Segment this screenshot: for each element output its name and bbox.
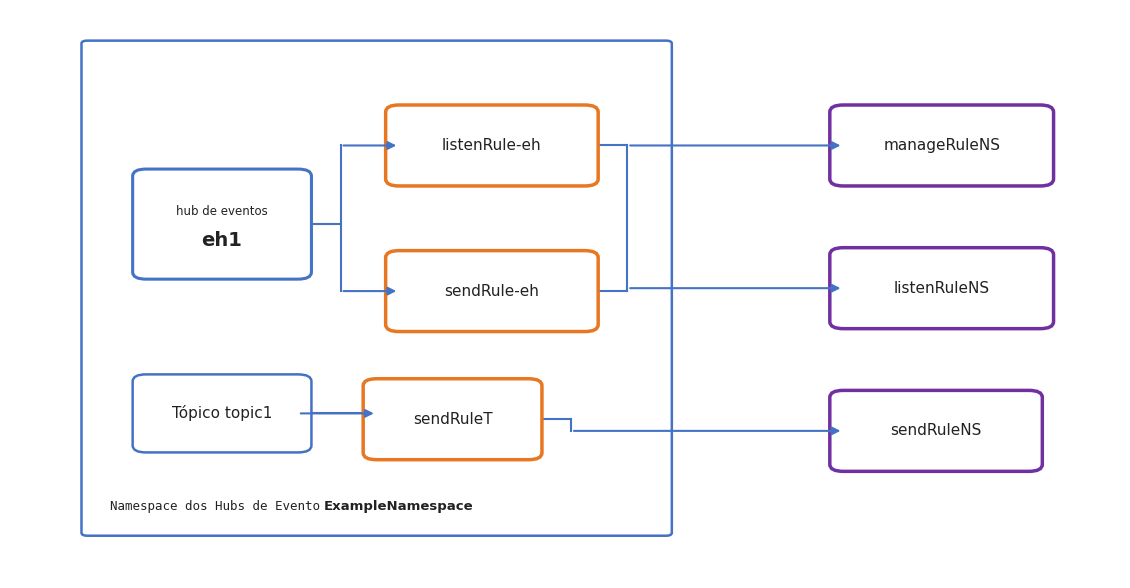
Text: eh1: eh1 bbox=[201, 231, 243, 250]
Text: Tópico topic1: Tópico topic1 bbox=[172, 405, 272, 422]
FancyBboxPatch shape bbox=[385, 105, 598, 186]
Text: ExampleNamespace: ExampleNamespace bbox=[323, 500, 473, 513]
FancyBboxPatch shape bbox=[363, 379, 542, 460]
Text: hub de eventos: hub de eventos bbox=[176, 205, 268, 218]
FancyBboxPatch shape bbox=[829, 105, 1053, 186]
FancyBboxPatch shape bbox=[132, 169, 312, 279]
FancyBboxPatch shape bbox=[81, 41, 672, 536]
FancyBboxPatch shape bbox=[385, 250, 598, 332]
Text: sendRuleNS: sendRuleNS bbox=[890, 423, 982, 439]
FancyBboxPatch shape bbox=[829, 390, 1042, 472]
Text: sendRuleT: sendRuleT bbox=[412, 412, 493, 427]
FancyBboxPatch shape bbox=[132, 375, 312, 452]
FancyBboxPatch shape bbox=[829, 248, 1053, 329]
Text: listenRule-eh: listenRule-eh bbox=[442, 138, 541, 153]
Text: listenRuleNS: listenRuleNS bbox=[894, 280, 990, 296]
Text: sendRule-eh: sendRule-eh bbox=[444, 283, 539, 299]
Text: manageRuleNS: manageRuleNS bbox=[884, 138, 1000, 153]
Text: Namespace dos Hubs de Evento: Namespace dos Hubs de Evento bbox=[110, 500, 320, 513]
